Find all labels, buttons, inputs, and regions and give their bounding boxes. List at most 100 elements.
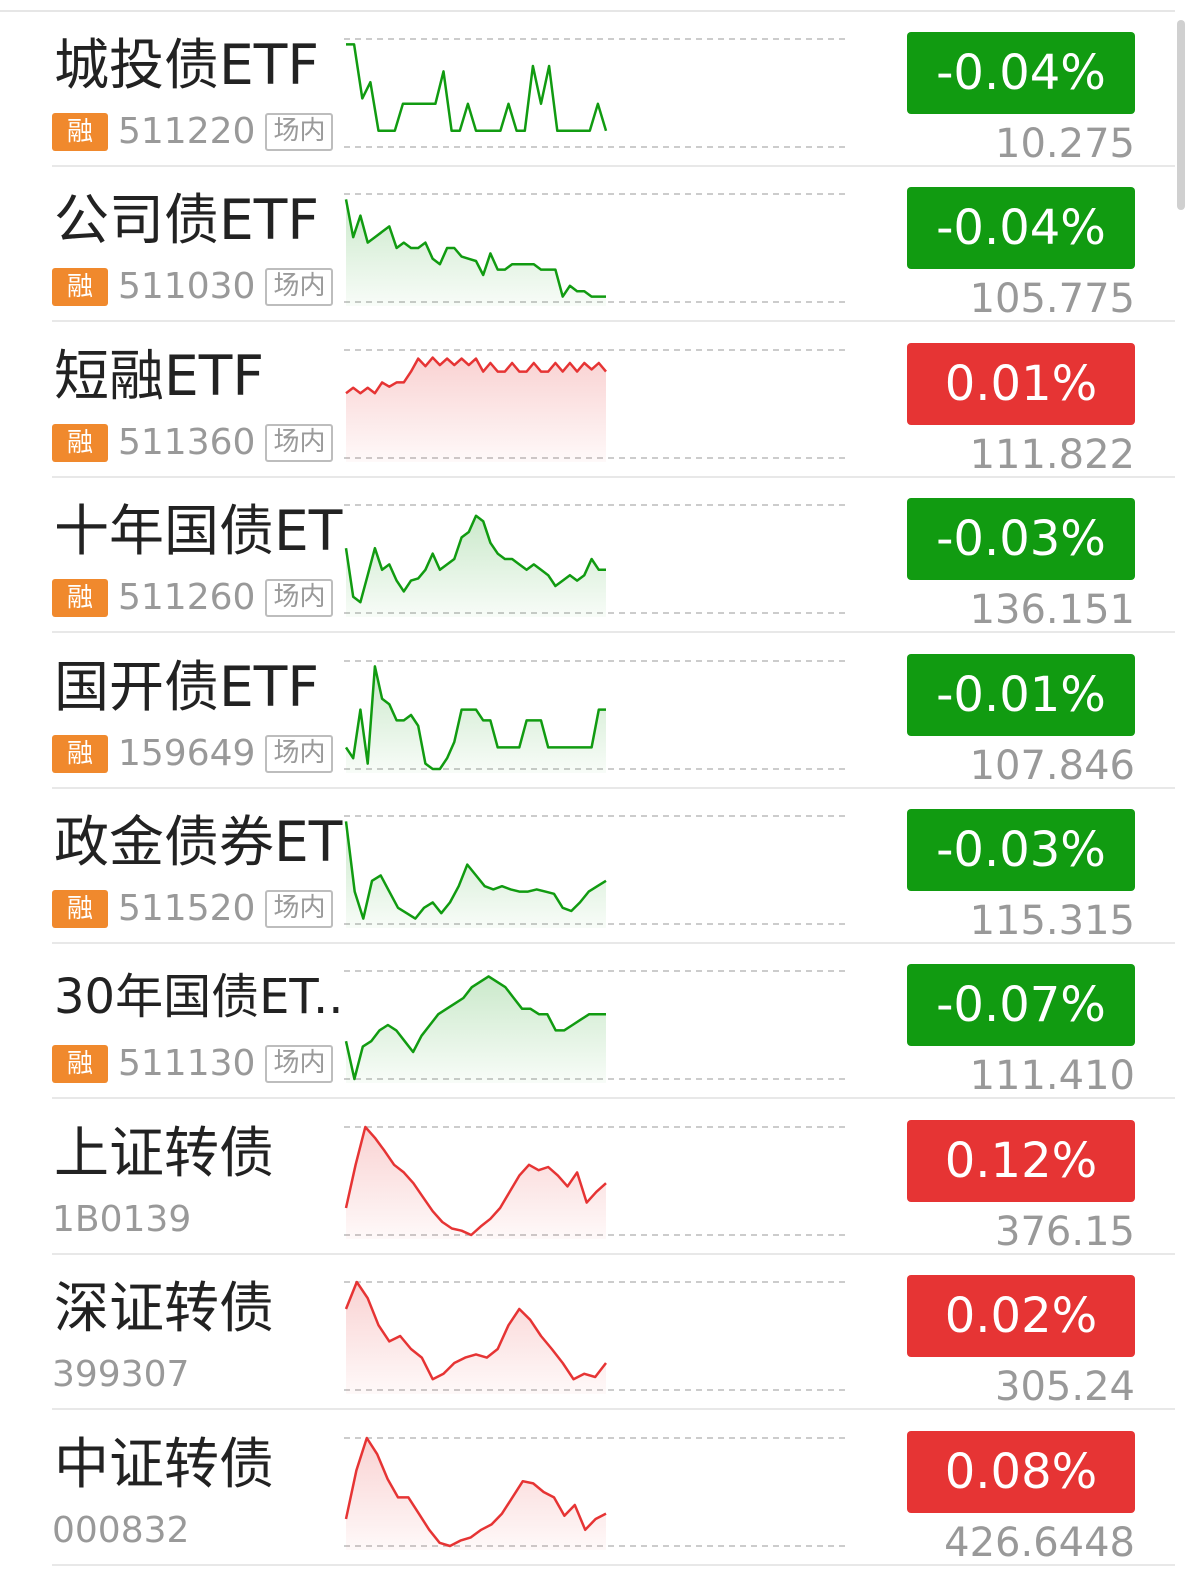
security-name: 政金债券ETF [54, 810, 344, 874]
exchange-badge: 场内 [265, 113, 334, 151]
margin-trading-badge: 融 [52, 579, 108, 618]
quote-row[interactable]: 短融ETF 融 511360 场内 0.01% 111.822 [0, 323, 1175, 478]
row-divider [52, 475, 1175, 478]
sparkline-line [344, 821, 607, 920]
sparkline-chart [344, 1436, 850, 1550]
security-meta: 融 511360 场内 [52, 421, 334, 463]
exchange-badge: 场内 [265, 579, 334, 618]
quote-row[interactable]: 上证转债 1B0139 0.12% 376.15 [0, 1100, 1175, 1255]
sparkline-chart [344, 1280, 850, 1395]
security-name: 十年国债ETF [54, 499, 344, 564]
sparkline-line [344, 199, 606, 299]
sparkline-line [344, 1436, 607, 1547]
change-percent-button[interactable]: 0.08% [907, 1430, 1135, 1513]
quote-row[interactable]: 国开债ETF 融 159649 场内 -0.01% 107.846 [0, 634, 1175, 789]
security-name: 公司债ETF [54, 188, 319, 253]
row-divider [52, 631, 1175, 634]
scrollbar[interactable] [1177, 20, 1185, 210]
last-price: 105.775 [969, 276, 1135, 323]
security-meta: 融 511220 场内 [52, 111, 334, 152]
last-price: 376.15 [995, 1208, 1135, 1255]
security-name: 上证转债 [54, 1120, 275, 1185]
security-name: 城投债ETF [54, 33, 319, 97]
change-percent-button[interactable]: -0.04% [907, 187, 1135, 270]
sparkline-line [344, 664, 606, 770]
change-percent-button[interactable]: -0.04% [907, 32, 1135, 114]
security-meta: 399307 [52, 1355, 189, 1395]
quote-row[interactable]: 深证转债 399307 0.02% 305.24 [0, 1255, 1175, 1411]
sparkline-area [346, 1437, 606, 1550]
security-code: 511130 [118, 1043, 256, 1085]
security-code: 159649 [118, 732, 256, 774]
security-meta: 1B0139 [52, 1199, 191, 1240]
security-name: 中证转债 [54, 1431, 275, 1496]
margin-trading-badge: 融 [52, 268, 108, 307]
last-price: 426.6448 [944, 1519, 1135, 1566]
row-divider [52, 320, 1175, 323]
security-name: 短融ETF [54, 343, 264, 408]
change-percent-button[interactable]: 0.01% [907, 342, 1135, 425]
exchange-badge: 场内 [265, 890, 334, 928]
quote-row[interactable]: 政金债券ETF 融 511520 场内 -0.03% 115.315 [0, 789, 1175, 944]
quote-row[interactable]: 中证转债 000832 0.08% 426.6448 [0, 1411, 1175, 1566]
sparkline-chart [344, 38, 850, 148]
security-name: 深证转债 [54, 1276, 275, 1341]
security-code: 511360 [118, 421, 256, 463]
margin-trading-badge: 融 [52, 734, 108, 773]
sparkline-line [346, 43, 608, 133]
sparkline-chart [344, 815, 850, 928]
row-divider [52, 1252, 1175, 1255]
change-percent-button[interactable]: -0.03% [907, 498, 1135, 581]
sparkline-area [346, 976, 606, 1084]
exchange-badge: 场内 [265, 734, 334, 773]
sparkline-line [344, 1280, 607, 1381]
margin-trading-badge: 融 [52, 113, 108, 151]
last-price: 115.315 [969, 898, 1135, 944]
row-divider [52, 1408, 1175, 1411]
sparkline-area [346, 665, 606, 773]
security-code: 000832 [52, 1509, 190, 1551]
sparkline-area [346, 515, 606, 618]
security-code: 511030 [118, 266, 256, 308]
security-code: 511520 [118, 888, 256, 929]
sparkline-line [345, 356, 607, 395]
row-divider [52, 786, 1175, 789]
change-percent-button[interactable]: -0.03% [907, 809, 1135, 891]
last-price: 305.24 [995, 1364, 1135, 1411]
security-meta: 融 159649 场内 [52, 732, 334, 774]
quote-row[interactable]: 公司债ETF 融 511030 场内 -0.04% 105.775 [0, 167, 1175, 323]
margin-trading-badge: 融 [52, 890, 108, 928]
security-name: 国开债ETF [54, 654, 319, 719]
sparkline-line [344, 514, 606, 604]
quote-row[interactable]: 十年国债ETF 融 511260 场内 -0.03% 136.151 [0, 478, 1175, 634]
security-meta: 000832 [52, 1509, 190, 1551]
last-price: 111.410 [969, 1053, 1135, 1100]
last-price: 10.275 [995, 121, 1135, 167]
change-percent-button[interactable]: 0.12% [907, 1119, 1135, 1202]
last-price: 136.151 [969, 587, 1135, 634]
quote-row[interactable]: 30年国债ET... 融 511130 场内 -0.07% 111.410 [0, 944, 1175, 1100]
security-meta: 融 511130 场内 [52, 1043, 334, 1085]
margin-trading-badge: 融 [52, 423, 108, 462]
sparkline-line [344, 975, 606, 1081]
exchange-badge: 场内 [265, 268, 334, 307]
quote-row[interactable]: 城投债ETF 融 511220 场内 -0.04% 10.275 [0, 12, 1175, 167]
row-divider [52, 1097, 1175, 1100]
sparkline-chart [344, 349, 850, 462]
margin-trading-badge: 融 [52, 1045, 108, 1084]
change-percent-button[interactable]: -0.01% [907, 653, 1135, 736]
top-divider [0, 10, 1175, 12]
change-percent-button[interactable]: -0.07% [907, 964, 1135, 1047]
security-code: 511260 [118, 577, 256, 619]
security-code: 399307 [52, 1354, 190, 1396]
security-code: 511220 [118, 111, 256, 152]
security-meta: 融 511520 场内 [52, 888, 334, 929]
sparkline-chart [344, 970, 850, 1084]
sparkline-area [346, 357, 606, 462]
security-name: 30年国债ET... [54, 969, 344, 1026]
sparkline-area [346, 821, 606, 928]
sparkline-chart [344, 1125, 850, 1239]
last-price: 111.822 [969, 431, 1135, 478]
exchange-badge: 场内 [265, 423, 334, 462]
change-percent-button[interactable]: 0.02% [907, 1275, 1135, 1358]
